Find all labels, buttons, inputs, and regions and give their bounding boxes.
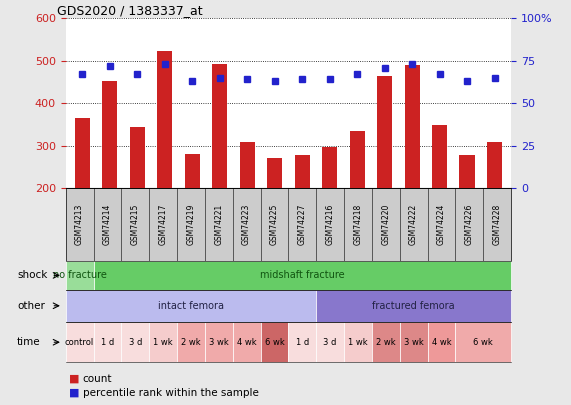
Text: control: control: [65, 338, 94, 347]
Text: GSM74226: GSM74226: [465, 204, 474, 245]
Text: 4 wk: 4 wk: [432, 338, 451, 347]
Text: ■: ■: [69, 388, 79, 398]
Bar: [75, 118, 90, 188]
Text: ■: ■: [69, 374, 79, 384]
Bar: [295, 155, 309, 188]
Bar: [460, 155, 475, 188]
Text: midshaft fracture: midshaft fracture: [260, 271, 344, 280]
Text: GSM74214: GSM74214: [103, 204, 112, 245]
Text: 1 d: 1 d: [296, 338, 309, 347]
Text: 6 wk: 6 wk: [264, 338, 284, 347]
Text: GSM74227: GSM74227: [297, 204, 307, 245]
Text: no fracture: no fracture: [53, 271, 107, 280]
Text: 1 wk: 1 wk: [153, 338, 173, 347]
Text: other: other: [17, 301, 45, 311]
Text: GSM74221: GSM74221: [214, 204, 223, 245]
Text: 6 wk: 6 wk: [473, 338, 493, 347]
Text: GSM74218: GSM74218: [353, 204, 363, 245]
Bar: [432, 125, 447, 188]
Bar: [184, 154, 200, 188]
Text: GSM74219: GSM74219: [186, 204, 195, 245]
Bar: [267, 158, 282, 188]
Bar: [130, 127, 144, 188]
Text: fractured femora: fractured femora: [372, 301, 455, 311]
Bar: [377, 76, 392, 188]
Bar: [404, 64, 420, 188]
Text: 3 d: 3 d: [128, 338, 142, 347]
Text: GSM74217: GSM74217: [159, 204, 168, 245]
Text: 1 d: 1 d: [101, 338, 114, 347]
Text: 2 wk: 2 wk: [181, 338, 201, 347]
Bar: [240, 143, 255, 188]
Text: percentile rank within the sample: percentile rank within the sample: [83, 388, 259, 398]
Bar: [157, 51, 172, 188]
Text: GSM74224: GSM74224: [437, 204, 446, 245]
Text: 3 wk: 3 wk: [209, 338, 228, 347]
Text: intact femora: intact femora: [158, 301, 224, 311]
Text: 3 d: 3 d: [323, 338, 337, 347]
Text: shock: shock: [17, 271, 47, 280]
Bar: [102, 81, 117, 188]
Text: GDS2020 / 1383337_at: GDS2020 / 1383337_at: [57, 4, 202, 17]
Text: GSM74215: GSM74215: [131, 204, 140, 245]
Text: GSM74225: GSM74225: [270, 204, 279, 245]
Bar: [349, 131, 365, 188]
Bar: [212, 64, 227, 188]
Text: GSM74220: GSM74220: [381, 204, 391, 245]
Text: GSM74222: GSM74222: [409, 204, 418, 245]
Text: 2 wk: 2 wk: [376, 338, 396, 347]
Text: 4 wk: 4 wk: [237, 338, 256, 347]
Bar: [322, 147, 337, 188]
Text: GSM74228: GSM74228: [493, 204, 502, 245]
Text: GSM74213: GSM74213: [75, 204, 84, 245]
Text: GSM74216: GSM74216: [325, 204, 335, 245]
Text: time: time: [17, 337, 41, 347]
Text: 1 wk: 1 wk: [348, 338, 368, 347]
Text: GSM74223: GSM74223: [242, 204, 251, 245]
Text: count: count: [83, 374, 112, 384]
Bar: [487, 143, 502, 188]
Text: 3 wk: 3 wk: [404, 338, 424, 347]
